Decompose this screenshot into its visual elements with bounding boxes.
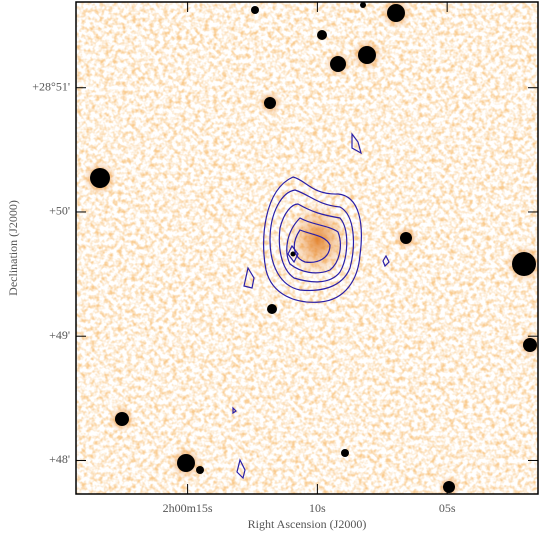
x-tick-label: 05s [439, 501, 456, 515]
y-tick-label: +50' [49, 204, 70, 218]
x-tick-label: 2h00m15s [163, 501, 213, 515]
y-axis-label: Declination (J2000) [6, 200, 20, 296]
stars [90, 2, 537, 493]
frame [75, 1, 539, 495]
x-axis-label: Right Ascension (J2000) [248, 517, 367, 531]
sky-image [76, 2, 538, 494]
y-tick-label: +49' [49, 328, 70, 342]
y-tick-label: +28°51' [32, 79, 70, 93]
contours [232, 132, 390, 480]
y-tick-label: +48' [49, 452, 70, 466]
source-glow [288, 202, 348, 278]
x-tick-label: 10s [309, 501, 326, 515]
